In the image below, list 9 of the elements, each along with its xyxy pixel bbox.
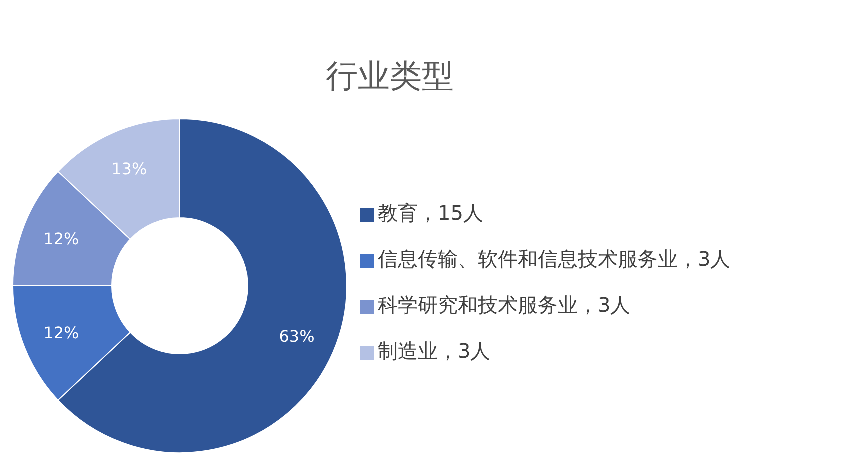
data-label: 63% <box>279 327 315 346</box>
legend-label: 科学研究和技术服务业，3人 <box>378 293 631 317</box>
data-label: 12% <box>44 230 80 249</box>
legend-label: 制造业，3人 <box>378 339 491 363</box>
data-label: 12% <box>44 323 80 342</box>
legend-label: 信息传输、软件和信息技术服务业，3人 <box>378 247 731 271</box>
data-label: 13% <box>112 159 148 178</box>
legend-label: 教育，15人 <box>378 201 484 225</box>
chart-title: 行业类型 <box>326 57 454 95</box>
